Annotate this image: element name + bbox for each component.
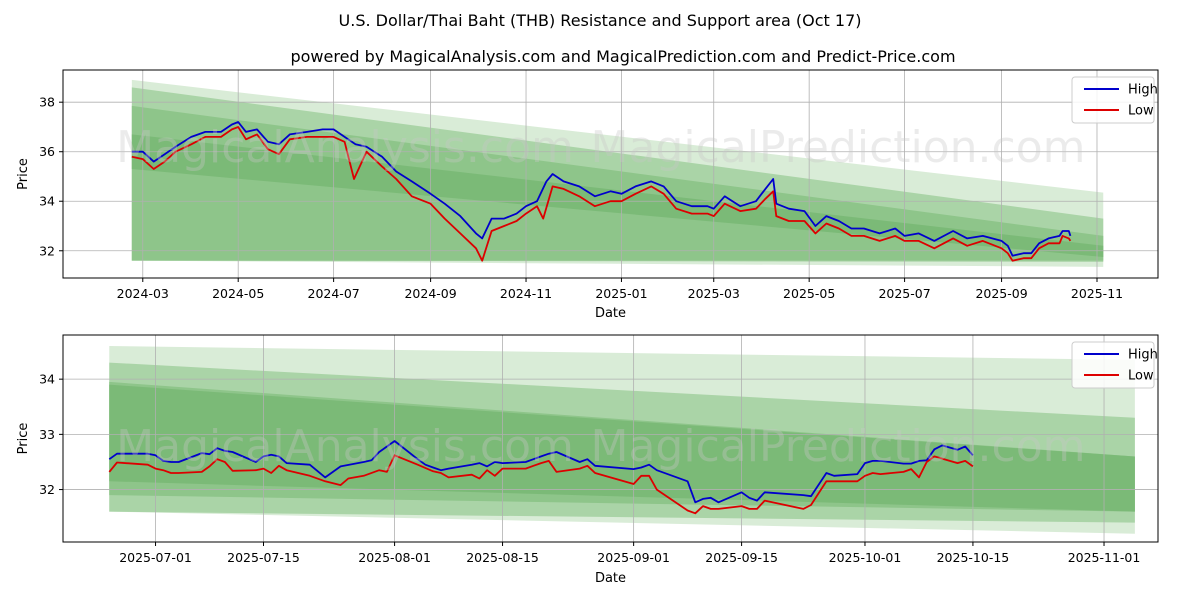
watermark: MagicalAnalysis.com	[116, 421, 574, 472]
legend-label-low: Low	[1128, 104, 1154, 119]
bottom-panel: MagicalAnalysis.com MagicalPrediction.com…	[16, 334, 1159, 586]
x-tick-label: 2024-09	[404, 286, 456, 301]
x-tick-label: 2025-08-01	[358, 550, 431, 565]
x-tick-label: 2025-09-15	[705, 550, 778, 565]
watermark: MagicalPrediction.com	[591, 122, 1086, 173]
x-axis-label: Date	[595, 306, 626, 321]
legend: High Low	[1071, 76, 1158, 124]
y-axis-label: Price	[16, 158, 31, 190]
x-tick-label: 2025-09-01	[597, 550, 670, 565]
series-line-high	[131, 121, 1072, 257]
x-axis-label: Date	[595, 571, 626, 586]
chart-subtitle: powered by MagicalAnalysis.com and Magic…	[290, 47, 955, 66]
band-inner-dark	[109, 384, 1135, 512]
axes-frame	[62, 334, 1159, 543]
watermark: MagicalPrediction.com	[591, 421, 1086, 472]
axes-frame	[62, 69, 1159, 279]
x-tick-label: 2025-09	[975, 286, 1027, 301]
y-tick-label: 36	[39, 144, 55, 159]
x-tick-label: 2024-11	[500, 286, 552, 301]
y-tick-label: 38	[39, 95, 55, 110]
y-tick-label: 34	[39, 194, 55, 209]
y-tick-label: 32	[39, 243, 55, 258]
series-line-low	[108, 454, 974, 515]
x-tick-label: 2025-07	[878, 286, 930, 301]
x-tick-label: 2024-05	[212, 286, 264, 301]
x-tick-label: 2024-03	[117, 286, 169, 301]
y-tick-label: 32	[39, 482, 55, 497]
band-inner-dark	[131, 134, 1104, 257]
x-tick-label: 2025-01	[595, 286, 647, 301]
x-tick-label: 2024-07	[308, 286, 360, 301]
x-tick-label: 2025-11-01	[1068, 550, 1141, 565]
chart-title: U.S. Dollar/Thai Baht (THB) Resistance a…	[339, 11, 862, 30]
y-tick-label: 34	[39, 372, 55, 387]
legend: High Low	[1071, 341, 1158, 389]
x-tick-label: 2025-10-15	[937, 550, 1010, 565]
y-tick-label: 33	[39, 427, 55, 442]
series-line-high	[108, 440, 974, 504]
legend-label-high: High	[1128, 83, 1158, 98]
top-panel: MagicalAnalysis.com MagicalPrediction.com…	[16, 69, 1159, 321]
x-tick-label: 2025-10-01	[829, 550, 902, 565]
watermark: MagicalAnalysis.com	[116, 122, 574, 173]
x-tick-label: 2025-11	[1071, 286, 1123, 301]
x-tick-label: 2025-07-01	[119, 550, 192, 565]
x-tick-label: 2025-05	[783, 286, 835, 301]
x-tick-label: 2025-08-15	[466, 550, 539, 565]
series-line-low	[131, 126, 1072, 262]
plot-area	[63, 335, 1158, 542]
legend-label-high: High	[1128, 348, 1158, 363]
x-tick-label: 2025-03	[688, 286, 740, 301]
y-axis-label: Price	[16, 423, 31, 455]
x-tick-label: 2025-07-15	[227, 550, 300, 565]
legend-label-low: Low	[1128, 369, 1154, 384]
plot-area	[63, 70, 1158, 278]
